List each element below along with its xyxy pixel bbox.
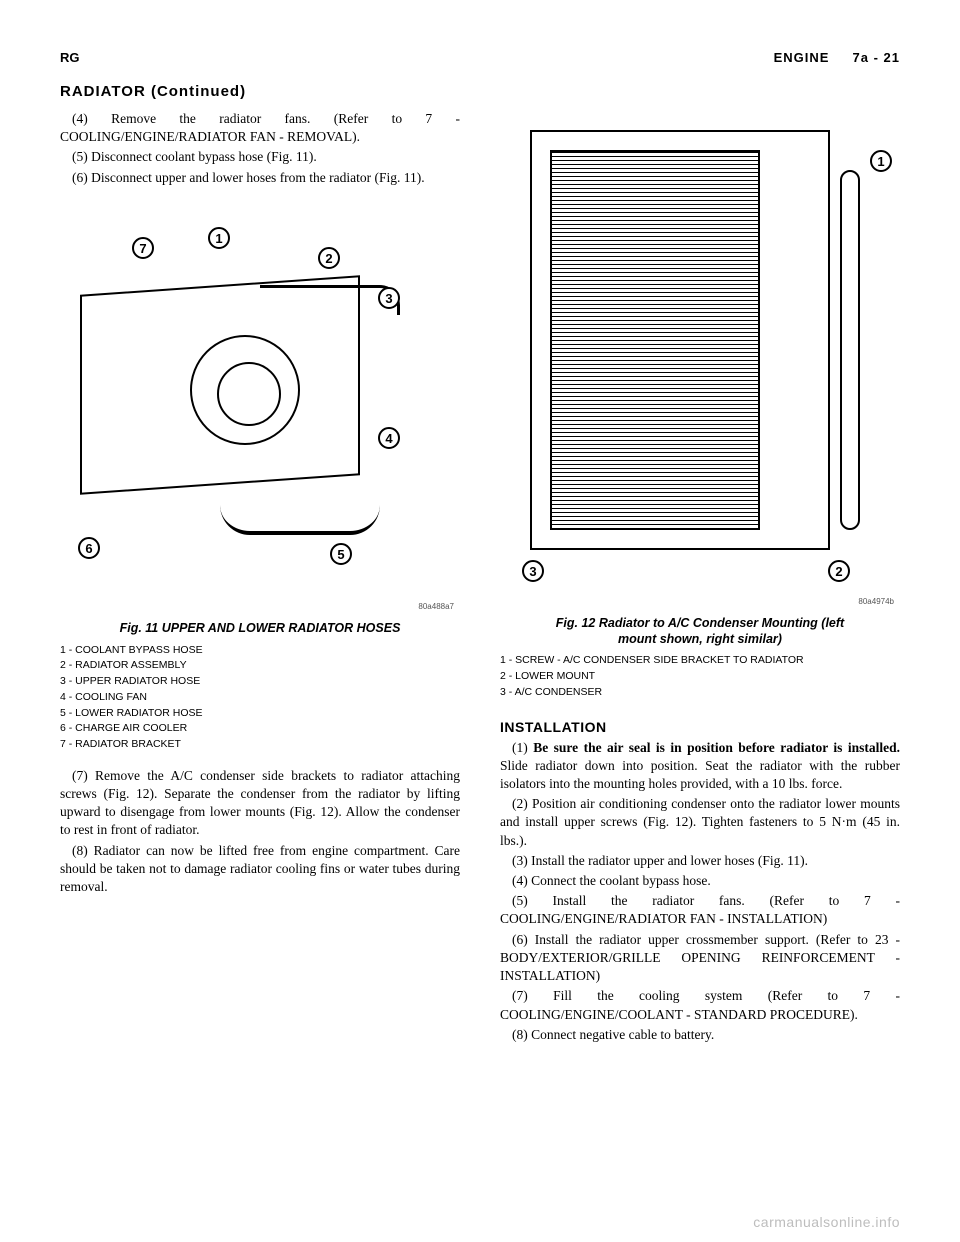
callout-7: 7: [132, 237, 154, 259]
condenser-fins: [550, 150, 760, 530]
callout-3: 3: [522, 560, 544, 582]
fig12-legend: 1 - SCREW - A/C CONDENSER SIDE BRACKET T…: [500, 653, 900, 700]
install-step-6: (6) Install the radiator upper crossmemb…: [500, 931, 900, 986]
step-5: (5) Disconnect coolant bypass hose (Fig.…: [60, 148, 460, 166]
callout-3: 3: [378, 287, 400, 309]
fig12-caption: Fig. 12 Radiator to A/C Condenser Mounti…: [500, 616, 900, 647]
legend-item: 1 - SCREW - A/C CONDENSER SIDE BRACKET T…: [500, 653, 900, 669]
header-section: ENGINE: [774, 50, 830, 65]
callout-1: 1: [208, 227, 230, 249]
header-left: RG: [60, 50, 80, 65]
install-step-1: (1) Be sure the air seal is in position …: [500, 739, 900, 794]
callout-4: 4: [378, 427, 400, 449]
callout-6: 6: [78, 537, 100, 559]
fig12-partnum: 80a4974b: [858, 597, 894, 606]
fan-circle: [190, 335, 300, 445]
callout-2: 2: [318, 247, 340, 269]
step-7: (7) Remove the A/C condenser side bracke…: [60, 767, 460, 840]
step-8: (8) Radiator can now be lifted free from…: [60, 842, 460, 897]
callout-1: 1: [870, 150, 892, 172]
header-pagenum: 7a - 21: [853, 50, 900, 65]
legend-item: 4 - COOLING FAN: [60, 690, 460, 706]
step-6: (6) Disconnect upper and lower hoses fro…: [60, 169, 460, 187]
header-right: ENGINE 7a - 21: [774, 50, 900, 65]
legend-item: 6 - CHARGE AIR COOLER: [60, 721, 460, 737]
two-column-layout: (4) Remove the radiator fans. (Refer to …: [60, 110, 900, 1046]
spacer: [60, 753, 460, 767]
fig12-caption-line1: Fig. 12 Radiator to A/C Condenser Mounti…: [556, 616, 844, 630]
legend-item: 1 - COOLANT BYPASS HOSE: [60, 643, 460, 659]
install-step-7: (7) Fill the cooling system (Refer to 7 …: [500, 987, 900, 1023]
watermark: carmanualsonline.info: [753, 1214, 900, 1230]
fig12-caption-line2: mount shown, right similar): [618, 632, 782, 646]
manual-page: RG ENGINE 7a - 21 RADIATOR (Continued) (…: [0, 0, 960, 1076]
install-step-8: (8) Connect negative cable to battery.: [500, 1026, 900, 1044]
install-step-3: (3) Install the radiator upper and lower…: [500, 852, 900, 870]
lower-hose-line: [220, 495, 380, 535]
install-step-4: (4) Connect the coolant bypass hose.: [500, 872, 900, 890]
legend-item: 3 - UPPER RADIATOR HOSE: [60, 674, 460, 690]
callout-5: 5: [330, 543, 352, 565]
legend-item: 5 - LOWER RADIATOR HOSE: [60, 706, 460, 722]
continued-heading: RADIATOR (Continued): [60, 83, 900, 100]
fig11-partnum: 80a488a7: [418, 602, 454, 611]
condenser-tube: [840, 170, 860, 530]
install-step-5: (5) Install the radiator fans. (Refer to…: [500, 892, 900, 928]
page-header: RG ENGINE 7a - 21: [60, 50, 900, 65]
fig11-legend: 1 - COOLANT BYPASS HOSE 2 - RADIATOR ASS…: [60, 643, 460, 753]
figure-11-image: 7 1 2 3 4 5 6 80a488a7: [60, 195, 460, 615]
install-step-2: (2) Position air conditioning condenser …: [500, 795, 900, 850]
legend-item: 2 - LOWER MOUNT: [500, 669, 900, 685]
callout-2: 2: [828, 560, 850, 582]
figure-12-image: 1 2 3 80a4974b: [500, 110, 900, 610]
right-column: 1 2 3 80a4974b Fig. 12 Radiator to A/C C…: [500, 110, 900, 1046]
i1-num: (1): [512, 740, 533, 755]
left-column: (4) Remove the radiator fans. (Refer to …: [60, 110, 460, 1046]
i1-rest: Slide radiator down into position. Seat …: [500, 758, 900, 791]
fig11-caption: Fig. 11 UPPER AND LOWER RADIATOR HOSES: [60, 621, 460, 637]
legend-item: 7 - RADIATOR BRACKET: [60, 737, 460, 753]
legend-item: 3 - A/C CONDENSER: [500, 685, 900, 701]
legend-item: 2 - RADIATOR ASSEMBLY: [60, 658, 460, 674]
i1-bold: Be sure the air seal is in position befo…: [533, 740, 900, 755]
installation-heading: INSTALLATION: [500, 719, 900, 735]
step-4: (4) Remove the radiator fans. (Refer to …: [60, 110, 460, 146]
